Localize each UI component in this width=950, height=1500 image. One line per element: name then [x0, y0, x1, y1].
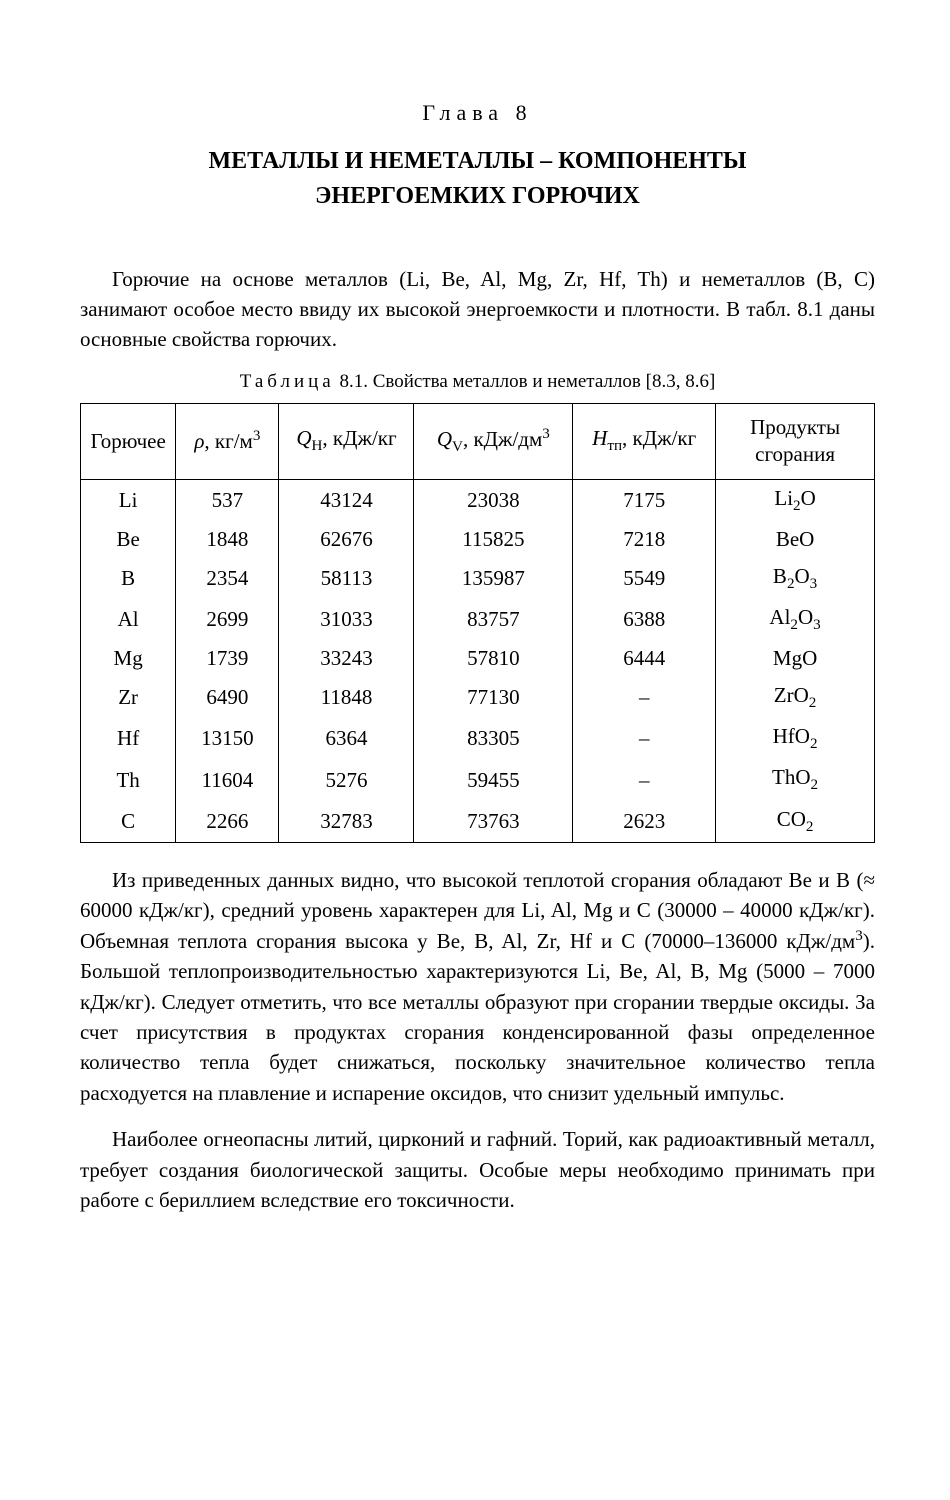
cell-fuel: Th — [81, 759, 176, 800]
cell-qh: 32783 — [279, 801, 414, 843]
safety-paragraph: Наиболее огнеопасны литий, цирконий и га… — [80, 1124, 875, 1215]
intro-paragraph: Горючие на основе металлов (Li, Be, Al, … — [80, 264, 875, 355]
col-header-qv: QV, кДж/дм3 — [414, 403, 573, 479]
cell-product: MgO — [716, 640, 875, 677]
cell-rho: 6490 — [176, 677, 279, 718]
cell-qh: 6364 — [279, 718, 414, 759]
table-row: B2354581131359875549B2O3 — [81, 558, 875, 599]
chapter-label: Глава 8 — [80, 100, 875, 126]
table-row: Th11604527659455–ThO2 — [81, 759, 875, 800]
cell-htp: 6444 — [573, 640, 716, 677]
cell-qv: 57810 — [414, 640, 573, 677]
table-row: Al269931033837576388Al2O3 — [81, 599, 875, 640]
cell-qv: 59455 — [414, 759, 573, 800]
cell-fuel: C — [81, 801, 176, 843]
cell-product: Li2O — [716, 479, 875, 521]
table-row: C226632783737632623CO2 — [81, 801, 875, 843]
cell-rho: 2354 — [176, 558, 279, 599]
chapter-title: МЕТАЛЛЫ И НЕМЕТАЛЛЫ – КОМПОНЕНТЫ ЭНЕРГОЕ… — [80, 144, 875, 214]
cell-htp: – — [573, 677, 716, 718]
cell-fuel: Mg — [81, 640, 176, 677]
cell-htp: – — [573, 718, 716, 759]
cell-htp: 2623 — [573, 801, 716, 843]
col-header-fuel: Горючее — [81, 403, 176, 479]
col-header-products: Продуктысгорания — [716, 403, 875, 479]
cell-htp: 7218 — [573, 521, 716, 558]
cell-rho: 1848 — [176, 521, 279, 558]
cell-rho: 2266 — [176, 801, 279, 843]
cell-fuel: Zr — [81, 677, 176, 718]
cell-htp: 7175 — [573, 479, 716, 521]
chapter-title-line2: ЭНЕРГОЕМКИХ ГОРЮЧИХ — [315, 183, 640, 209]
cell-product: HfO2 — [716, 718, 875, 759]
cell-product: ThO2 — [716, 759, 875, 800]
cell-rho: 11604 — [176, 759, 279, 800]
table-body: Li53743124230387175Li2OBe184862676115825… — [81, 479, 875, 842]
cell-rho: 537 — [176, 479, 279, 521]
cell-product: ZrO2 — [716, 677, 875, 718]
cell-product: BeO — [716, 521, 875, 558]
cell-rho: 2699 — [176, 599, 279, 640]
table-header-row: Горючее ρ, кг/м3 QH, кДж/кг QV, кДж/дм3 … — [81, 403, 875, 479]
cell-qh: 31033 — [279, 599, 414, 640]
properties-table: Горючее ρ, кг/м3 QH, кДж/кг QV, кДж/дм3 … — [80, 403, 875, 843]
cell-qv: 23038 — [414, 479, 573, 521]
cell-product: B2O3 — [716, 558, 875, 599]
cell-qv: 135987 — [414, 558, 573, 599]
cell-rho: 13150 — [176, 718, 279, 759]
table-caption-prefix: Таблица — [240, 371, 335, 392]
cell-qh: 11848 — [279, 677, 414, 718]
cell-qv: 83305 — [414, 718, 573, 759]
col-header-htp: Hтп, кДж/кг — [573, 403, 716, 479]
analysis-paragraph: Из приведенных данных видно, что высокой… — [80, 865, 875, 1109]
col-header-qh: QH, кДж/кг — [279, 403, 414, 479]
chapter-title-line1: МЕТАЛЛЫ И НЕМЕТАЛЛЫ – КОМПОНЕНТЫ — [209, 148, 747, 174]
table-row: Li53743124230387175Li2O — [81, 479, 875, 521]
table-row: Zr64901184877130–ZrO2 — [81, 677, 875, 718]
table-caption-text: 8.1. Свойства металлов и неметаллов [8.3… — [335, 371, 716, 392]
cell-product: Al2O3 — [716, 599, 875, 640]
cell-rho: 1739 — [176, 640, 279, 677]
cell-htp: 6388 — [573, 599, 716, 640]
col-header-rho: ρ, кг/м3 — [176, 403, 279, 479]
cell-fuel: B — [81, 558, 176, 599]
table-row: Hf13150636483305–HfO2 — [81, 718, 875, 759]
cell-qh: 43124 — [279, 479, 414, 521]
cell-qv: 115825 — [414, 521, 573, 558]
table-caption: Таблица 8.1. Свойства металлов и неметал… — [80, 371, 875, 393]
cell-qh: 62676 — [279, 521, 414, 558]
table-row: Mg173933243578106444MgO — [81, 640, 875, 677]
cell-product: CO2 — [716, 801, 875, 843]
cell-qh: 5276 — [279, 759, 414, 800]
cell-htp: 5549 — [573, 558, 716, 599]
cell-qv: 83757 — [414, 599, 573, 640]
table-row: Be1848626761158257218BeO — [81, 521, 875, 558]
cell-qv: 73763 — [414, 801, 573, 843]
cell-qv: 77130 — [414, 677, 573, 718]
cell-qh: 58113 — [279, 558, 414, 599]
cell-fuel: Be — [81, 521, 176, 558]
cell-fuel: Al — [81, 599, 176, 640]
cell-htp: – — [573, 759, 716, 800]
cell-qh: 33243 — [279, 640, 414, 677]
cell-fuel: Hf — [81, 718, 176, 759]
cell-fuel: Li — [81, 479, 176, 521]
